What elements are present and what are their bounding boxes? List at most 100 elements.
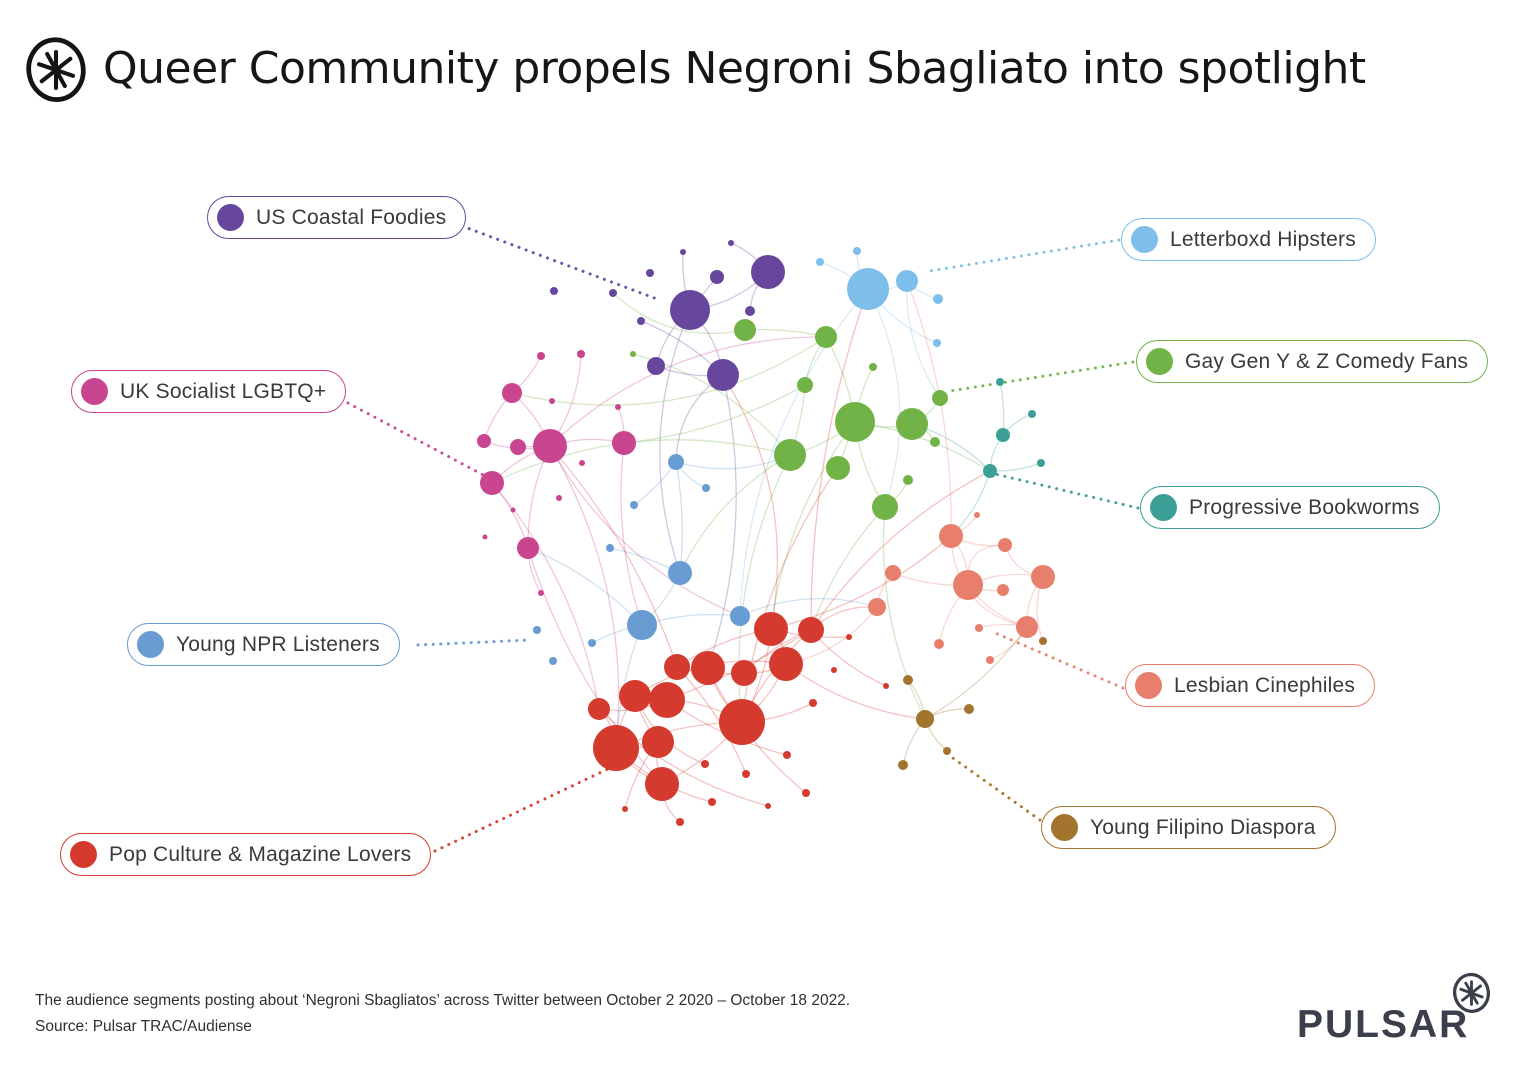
- segment-dot: [1131, 226, 1158, 253]
- network-node: [930, 437, 940, 447]
- network-node: [730, 606, 750, 626]
- network-node: [670, 290, 710, 330]
- segment-label: Gay Gen Y & Z Comedy Fans: [1185, 349, 1469, 373]
- network-edge: [675, 461, 683, 574]
- network-node: [619, 680, 651, 712]
- network-node: [533, 626, 541, 634]
- node-layer: [477, 240, 1055, 826]
- network-node: [939, 524, 963, 548]
- network-node: [664, 654, 690, 680]
- segment-dot: [217, 204, 244, 231]
- network-node: [742, 770, 750, 778]
- network-node: [868, 598, 886, 616]
- network-node: [510, 439, 526, 455]
- network-edge: [623, 384, 806, 444]
- caption: The audience segments posting about ‘Neg…: [35, 988, 850, 1040]
- network-node: [510, 507, 516, 513]
- network-node: [615, 404, 621, 410]
- network-node: [627, 610, 657, 640]
- network-node: [846, 634, 852, 640]
- segment-pill-us-coastal-foodies: US Coastal Foodies: [207, 196, 467, 239]
- network-node: [549, 398, 555, 404]
- network-node: [668, 454, 684, 470]
- network-node: [869, 363, 877, 371]
- network-edge: [770, 421, 856, 630]
- network-edge: [810, 506, 886, 631]
- segment-label: Lesbian Cinephiles: [1174, 673, 1356, 697]
- network-node: [533, 429, 567, 463]
- network-node: [1016, 616, 1038, 638]
- network-edge: [810, 470, 991, 631]
- network-edge: [527, 547, 643, 626]
- network-node: [577, 350, 585, 358]
- network-node: [707, 359, 739, 391]
- network-node: [1039, 637, 1047, 645]
- segment-pill-pop-culture-magazine-lovers: Pop Culture & Magazine Lovers: [60, 833, 432, 876]
- segment-dot: [81, 378, 108, 405]
- network-node: [898, 760, 908, 770]
- segment-dot: [1135, 672, 1162, 699]
- network-node: [783, 751, 791, 759]
- pulsar-wordmark: PULSAR: [1297, 1003, 1470, 1046]
- network-node: [996, 378, 1004, 386]
- network-node: [728, 240, 734, 246]
- network-edge: [511, 336, 827, 406]
- network-edge: [744, 328, 827, 338]
- network-node: [588, 639, 596, 647]
- network-node: [646, 269, 654, 277]
- network-node: [765, 803, 771, 809]
- segment-label: Young Filipino Diaspora: [1090, 815, 1316, 839]
- network-edge: [867, 288, 901, 508]
- segment-label: Letterboxd Hipsters: [1170, 227, 1356, 251]
- network-edge: [549, 445, 620, 749]
- network-node: [1028, 410, 1036, 418]
- segment-pill-young-filipino-diaspora: Young Filipino Diaspora: [1041, 806, 1336, 849]
- network-edge: [882, 506, 926, 720]
- network-edge: [741, 467, 839, 723]
- network-node: [549, 657, 557, 665]
- network-node: [593, 725, 639, 771]
- network-node: [847, 268, 889, 310]
- network-node: [903, 675, 913, 685]
- network-edge: [549, 445, 741, 617]
- label-connector: [993, 472, 1140, 510]
- network-node: [934, 639, 944, 649]
- network-node: [809, 699, 817, 707]
- network-node: [986, 656, 994, 664]
- segment-dot: [70, 841, 97, 868]
- network-node: [579, 460, 585, 466]
- network-node: [802, 789, 810, 797]
- network-node: [797, 377, 813, 393]
- label-connector: [948, 360, 1135, 393]
- label-connector: [460, 224, 659, 301]
- network-node: [798, 617, 824, 643]
- network-node: [477, 434, 491, 448]
- segment-pill-progressive-bookworms: Progressive Bookworms: [1140, 486, 1440, 529]
- network-node: [708, 798, 716, 806]
- segment-pill-letterboxd-hipsters: Letterboxd Hipsters: [1121, 218, 1376, 261]
- segment-label: UK Socialist LGBTQ+: [120, 379, 327, 403]
- network-node: [630, 351, 636, 357]
- network-node: [691, 651, 725, 685]
- network-node: [642, 726, 674, 758]
- network-node: [745, 306, 755, 316]
- segment-dot: [1146, 348, 1173, 375]
- network-edge: [989, 462, 1042, 472]
- network-edge: [924, 626, 1028, 720]
- network-node: [502, 383, 522, 403]
- network-edge: [738, 454, 791, 723]
- network-edge: [491, 439, 791, 484]
- network-edge: [785, 663, 926, 720]
- network-node: [676, 818, 684, 826]
- network-node: [983, 464, 997, 478]
- network-node: [997, 584, 1009, 596]
- network-node: [964, 704, 974, 714]
- network-node: [826, 456, 850, 480]
- network-node: [932, 390, 948, 406]
- pulsar-asterisk-icon: [1453, 972, 1490, 1013]
- network-node: [734, 319, 756, 341]
- network-edge: [676, 666, 747, 775]
- network-edge: [722, 374, 779, 630]
- network-edge: [739, 597, 878, 617]
